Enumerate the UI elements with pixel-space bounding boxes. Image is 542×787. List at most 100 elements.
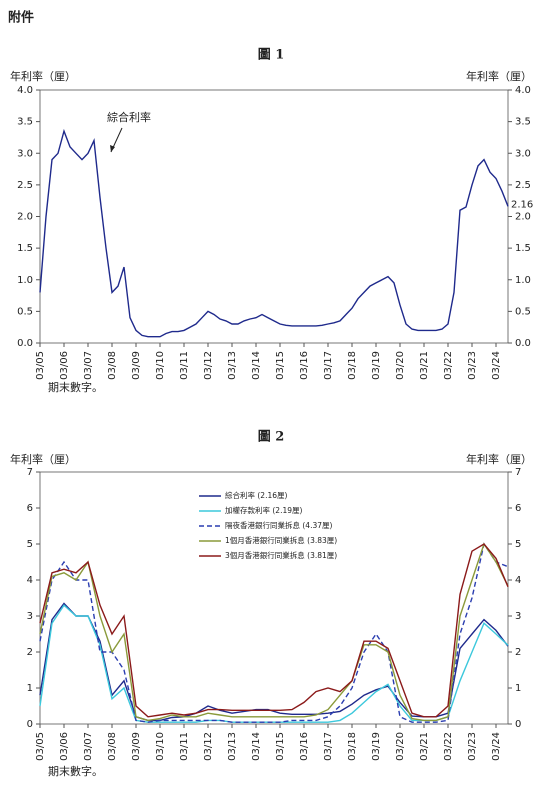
y2-tick-label: 0.5 <box>515 306 531 317</box>
x-tick-label: 03/06 <box>59 351 70 380</box>
y-tick-label: 6 <box>27 503 33 514</box>
x-tick-label: 03/11 <box>179 351 190 380</box>
y2-tick-label: 0.0 <box>515 338 531 349</box>
x-tick-label: 03/08 <box>107 351 118 380</box>
x-tick-label: 03/23 <box>467 351 478 380</box>
x-tick-label: 03/24 <box>491 351 502 380</box>
arrow-head <box>110 145 115 152</box>
x-tick-label: 03/10 <box>155 732 166 761</box>
y2-axis-label: 年利率（厘） <box>466 452 532 466</box>
y2-tick-label: 2 <box>515 647 521 658</box>
x-tick-label: 03/14 <box>251 732 262 761</box>
y-tick-label: 0.5 <box>17 306 33 317</box>
y2-tick-label: 1.0 <box>515 275 531 286</box>
y2-tick-label: 3 <box>515 611 521 622</box>
footnote: 期末數字。 <box>48 764 103 778</box>
y-tick-label: 0.0 <box>17 338 33 349</box>
y2-tick-label: 1.5 <box>515 243 531 254</box>
x-tick-label: 03/05 <box>35 351 46 380</box>
y2-tick-label: 2.0 <box>515 212 531 223</box>
series-line <box>39 542 509 722</box>
y-tick-label: 1.5 <box>17 243 33 254</box>
x-tick-label: 03/15 <box>275 732 286 761</box>
series-line <box>39 543 509 718</box>
x-tick-label: 03/21 <box>419 351 430 380</box>
y2-tick-label: 5 <box>515 539 521 550</box>
x-tick-label: 03/24 <box>491 732 502 761</box>
x-tick-label: 03/23 <box>467 732 478 761</box>
y2-axis-label: 年利率（厘） <box>466 69 532 83</box>
series-line <box>39 128 509 338</box>
x-tick-label: 03/09 <box>131 732 142 761</box>
y-tick-label: 2 <box>27 647 33 658</box>
chart-title: 圖 2 <box>258 429 285 445</box>
x-tick-label: 03/08 <box>107 732 118 761</box>
x-tick-label: 03/19 <box>371 732 382 761</box>
y-tick-label: 0 <box>27 719 33 730</box>
x-tick-label: 03/05 <box>35 732 46 761</box>
x-tick-label: 03/19 <box>371 351 382 380</box>
y2-tick-label: 6 <box>515 503 521 514</box>
y2-tick-label: 7 <box>515 467 521 478</box>
x-tick-label: 03/13 <box>227 351 238 380</box>
header-title: 附件 <box>8 10 34 26</box>
x-tick-label: 03/10 <box>155 351 166 380</box>
legend-label: 加權存款利率 (2.19厘) <box>225 505 303 515</box>
y2-tick-label: 3.5 <box>515 117 531 128</box>
y2-tick-label: 0 <box>515 719 521 730</box>
x-tick-label: 03/21 <box>419 732 430 761</box>
x-tick-label: 03/16 <box>299 732 310 761</box>
series-line <box>39 604 509 723</box>
legend-label: 綜合利率 (2.16厘) <box>225 490 288 500</box>
footnote: 期末數字。 <box>48 380 103 394</box>
chart-title: 圖 1 <box>258 47 285 63</box>
x-tick-label: 03/14 <box>251 351 262 380</box>
x-tick-label: 03/06 <box>59 732 70 761</box>
annotation: 綜合利率 <box>107 110 151 124</box>
series-line <box>39 542 509 723</box>
y-axis-label: 年利率（厘） <box>10 452 76 466</box>
x-tick-label: 03/22 <box>443 351 454 380</box>
x-tick-label: 03/09 <box>131 351 142 380</box>
x-tick-label: 03/20 <box>395 351 406 380</box>
x-tick-label: 03/07 <box>83 732 94 761</box>
y-axis-label: 年利率（厘） <box>10 69 76 83</box>
y-tick-label: 4.0 <box>17 85 33 96</box>
legend-label: 1個月香港銀行同業拆息 (3.83厘) <box>225 535 337 545</box>
x-tick-label: 03/18 <box>347 732 358 761</box>
series-line <box>39 602 509 722</box>
y-tick-label: 7 <box>27 467 33 478</box>
x-tick-label: 03/18 <box>347 351 358 380</box>
legend-label: 3個月香港銀行同業拆息 (3.81厘) <box>225 550 337 560</box>
x-tick-label: 03/15 <box>275 351 286 380</box>
y-tick-label: 5 <box>27 539 33 550</box>
y-tick-label: 1.0 <box>17 275 33 286</box>
x-tick-label: 03/17 <box>323 732 334 761</box>
x-tick-label: 03/07 <box>83 351 94 380</box>
x-tick-label: 03/16 <box>299 351 310 380</box>
x-tick-label: 03/17 <box>323 351 334 380</box>
y-tick-label: 3 <box>27 611 33 622</box>
y-tick-label: 2.5 <box>17 180 33 191</box>
end-label: 2.16 <box>511 199 533 210</box>
y2-tick-label: 1 <box>515 683 521 694</box>
x-tick-label: 03/11 <box>179 732 190 761</box>
x-tick-label: 03/22 <box>443 732 454 761</box>
y2-tick-label: 4 <box>515 575 521 586</box>
x-tick-label: 03/20 <box>395 732 406 761</box>
y2-tick-label: 2.5 <box>515 180 531 191</box>
y2-tick-label: 4.0 <box>515 85 531 96</box>
y-tick-label: 3.0 <box>17 148 33 159</box>
y-tick-label: 2.0 <box>17 212 33 223</box>
x-tick-label: 03/12 <box>203 732 214 761</box>
x-tick-label: 03/12 <box>203 351 214 380</box>
y-tick-label: 4 <box>27 575 33 586</box>
legend-label: 隔夜香港銀行同業拆息 (4.37厘) <box>225 520 333 530</box>
x-tick-label: 03/13 <box>227 732 238 761</box>
y-tick-label: 3.5 <box>17 117 33 128</box>
y2-tick-label: 3.0 <box>515 148 531 159</box>
plot-frame <box>39 471 509 725</box>
y-tick-label: 1 <box>27 683 33 694</box>
